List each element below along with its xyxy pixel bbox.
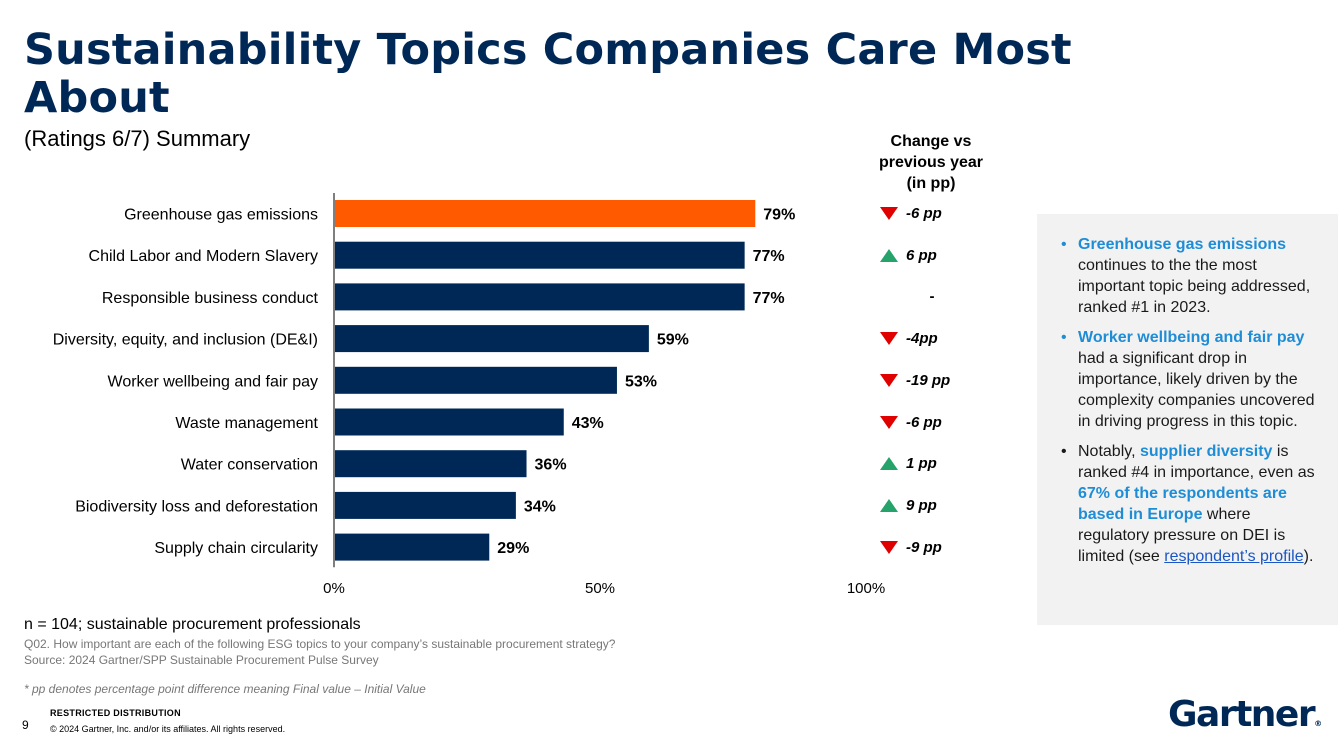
- respondent-profile-link[interactable]: respondent’s profile: [1164, 548, 1304, 565]
- change-row-5: -19 pp: [880, 369, 990, 391]
- bar-8: [335, 491, 516, 519]
- change-value: -6 pp: [906, 413, 942, 431]
- bar-1: [335, 200, 756, 227]
- data-label: 29%: [497, 540, 529, 557]
- bar-chart: Greenhouse gas emissions 79% Child Labor a…: [53, 193, 885, 597]
- triangle-down-icon: [880, 373, 898, 387]
- callout-bullet-3: Notably, supplier diversity is ranked #4…: [1061, 441, 1320, 567]
- callout-bullet-2: Worker wellbeing and fair pay had a sign…: [1061, 327, 1320, 432]
- change-header-line-3: (in pp): [906, 175, 956, 192]
- triangle-up-icon: [880, 457, 898, 471]
- question-text: Q02. How important are each of the follo…: [24, 637, 616, 651]
- category-label: Responsible business conduct: [102, 290, 319, 307]
- page-subtitle: (Ratings 6/7) Summary: [24, 126, 251, 151]
- change-row-1: -6 pp: [880, 203, 990, 225]
- triangle-down-icon: [880, 415, 898, 429]
- change-row-8: 9 pp: [880, 494, 990, 516]
- change-value: 1 pp: [906, 455, 937, 473]
- triangle-down-icon: [880, 207, 898, 220]
- data-label: 77%: [753, 290, 785, 307]
- callout-bullet-3-pre: Notably,: [1078, 443, 1140, 460]
- change-row-3: -: [880, 286, 984, 308]
- category-label: Child Labor and Modern Slavery: [89, 248, 318, 265]
- change-column-header: Change vs previous year (in pp): [866, 131, 996, 194]
- restricted-label: RESTRICTED DISTRIBUTION: [50, 708, 181, 718]
- change-value: 9 pp: [906, 496, 937, 514]
- gartner-logo-text: Gartner: [1168, 694, 1316, 735]
- sample-size-note: n = 104; sustainable procurement profess…: [24, 616, 361, 633]
- data-label: 43%: [572, 415, 604, 432]
- callout-bullet-3-post: where regulatory pressure on DEI is limi…: [1078, 506, 1286, 565]
- category-label: Greenhouse gas emissions: [124, 207, 318, 224]
- callout-bullet-3-highlight-1: supplier diversity: [1139, 443, 1273, 460]
- page-title: Sustainability Topics Companies Care Mos…: [24, 25, 1072, 123]
- bar-7: [335, 450, 527, 478]
- data-label: 53%: [625, 373, 657, 390]
- bar-5: [335, 366, 617, 394]
- change-value: -9 pp: [906, 538, 942, 556]
- bar-2: [335, 241, 745, 269]
- callout-bullet-2-text: had a significant drop in importance, li…: [1078, 350, 1315, 430]
- triangle-up-icon: [880, 248, 898, 262]
- change-header-line-2: previous year: [878, 154, 984, 171]
- category-label: Supply chain circularity: [154, 540, 318, 557]
- bar-4: [335, 325, 649, 353]
- gartner-logo: Gartner®: [1168, 694, 1322, 735]
- x-tick-label: 100%: [847, 580, 885, 597]
- gartner-logo-mark: ®: [1314, 719, 1323, 728]
- category-label: Diversity, equity, and inclusion (DE&I): [53, 332, 318, 349]
- callout-bullet-1: Greenhouse gas emissions continues to th…: [1061, 234, 1320, 318]
- change-row-9: -9 pp: [880, 536, 990, 558]
- change-value: 6 pp: [906, 246, 937, 264]
- copyright-text: © 2024 Gartner, Inc. and/or its affiliat…: [50, 724, 286, 734]
- triangle-up-icon: [880, 498, 898, 512]
- data-label: 77%: [753, 248, 785, 265]
- page-number: 9: [22, 718, 29, 732]
- triangle-down-icon: [880, 540, 898, 554]
- change-value: -4pp: [906, 330, 938, 348]
- change-row-2: 6 pp: [880, 244, 990, 266]
- change-row-6: -6 pp: [880, 411, 990, 433]
- change-header-line-1: Change vs: [890, 133, 972, 150]
- data-label: 59%: [657, 332, 689, 349]
- triangle-down-icon: [880, 332, 898, 346]
- category-label: Biodiversity loss and deforestation: [75, 498, 318, 515]
- category-label: Worker wellbeing and fair pay: [108, 373, 318, 390]
- change-value: -6 pp: [906, 205, 942, 222]
- change-value: -: [929, 288, 935, 306]
- change-value: -19 pp: [906, 371, 951, 389]
- callout-box: Greenhouse gas emissions continues to th…: [1037, 214, 1338, 625]
- category-label: Water conservation: [181, 457, 318, 474]
- change-row-7: 1 pp: [880, 453, 990, 475]
- callout-bullet-1-highlight: Greenhouse gas emissions: [1078, 236, 1287, 253]
- source-text: Source: 2024 Gartner/SPP Sustainable Pro…: [24, 653, 379, 667]
- x-tick-label: 0%: [323, 580, 345, 597]
- callout-bullet-2-highlight: Worker wellbeing and fair pay: [1078, 329, 1305, 346]
- category-label: Waste management: [175, 415, 318, 432]
- data-label: 34%: [524, 498, 556, 515]
- data-label: 79%: [763, 207, 795, 224]
- change-row-4: -4pp: [880, 328, 990, 350]
- x-tick-label: 50%: [585, 580, 615, 597]
- bar-3: [335, 283, 745, 311]
- bar-9: [335, 533, 490, 561]
- callout-bullet-3-highlight-2: 67% of the respondents are based in Euro…: [1078, 485, 1287, 523]
- callout-bullet-3-end: ).: [1303, 548, 1314, 565]
- bar-6: [335, 408, 564, 436]
- callout-bullet-1-text: continues to the the most important topi…: [1078, 257, 1311, 316]
- callout-bullet-3-mid: is ranked #4 in importance, even as: [1078, 443, 1315, 481]
- question-source-note: Q02. How important are each of the follo…: [24, 636, 615, 668]
- data-label: 36%: [535, 457, 567, 474]
- pp-definition-note: * pp denotes percentage point difference…: [24, 682, 426, 696]
